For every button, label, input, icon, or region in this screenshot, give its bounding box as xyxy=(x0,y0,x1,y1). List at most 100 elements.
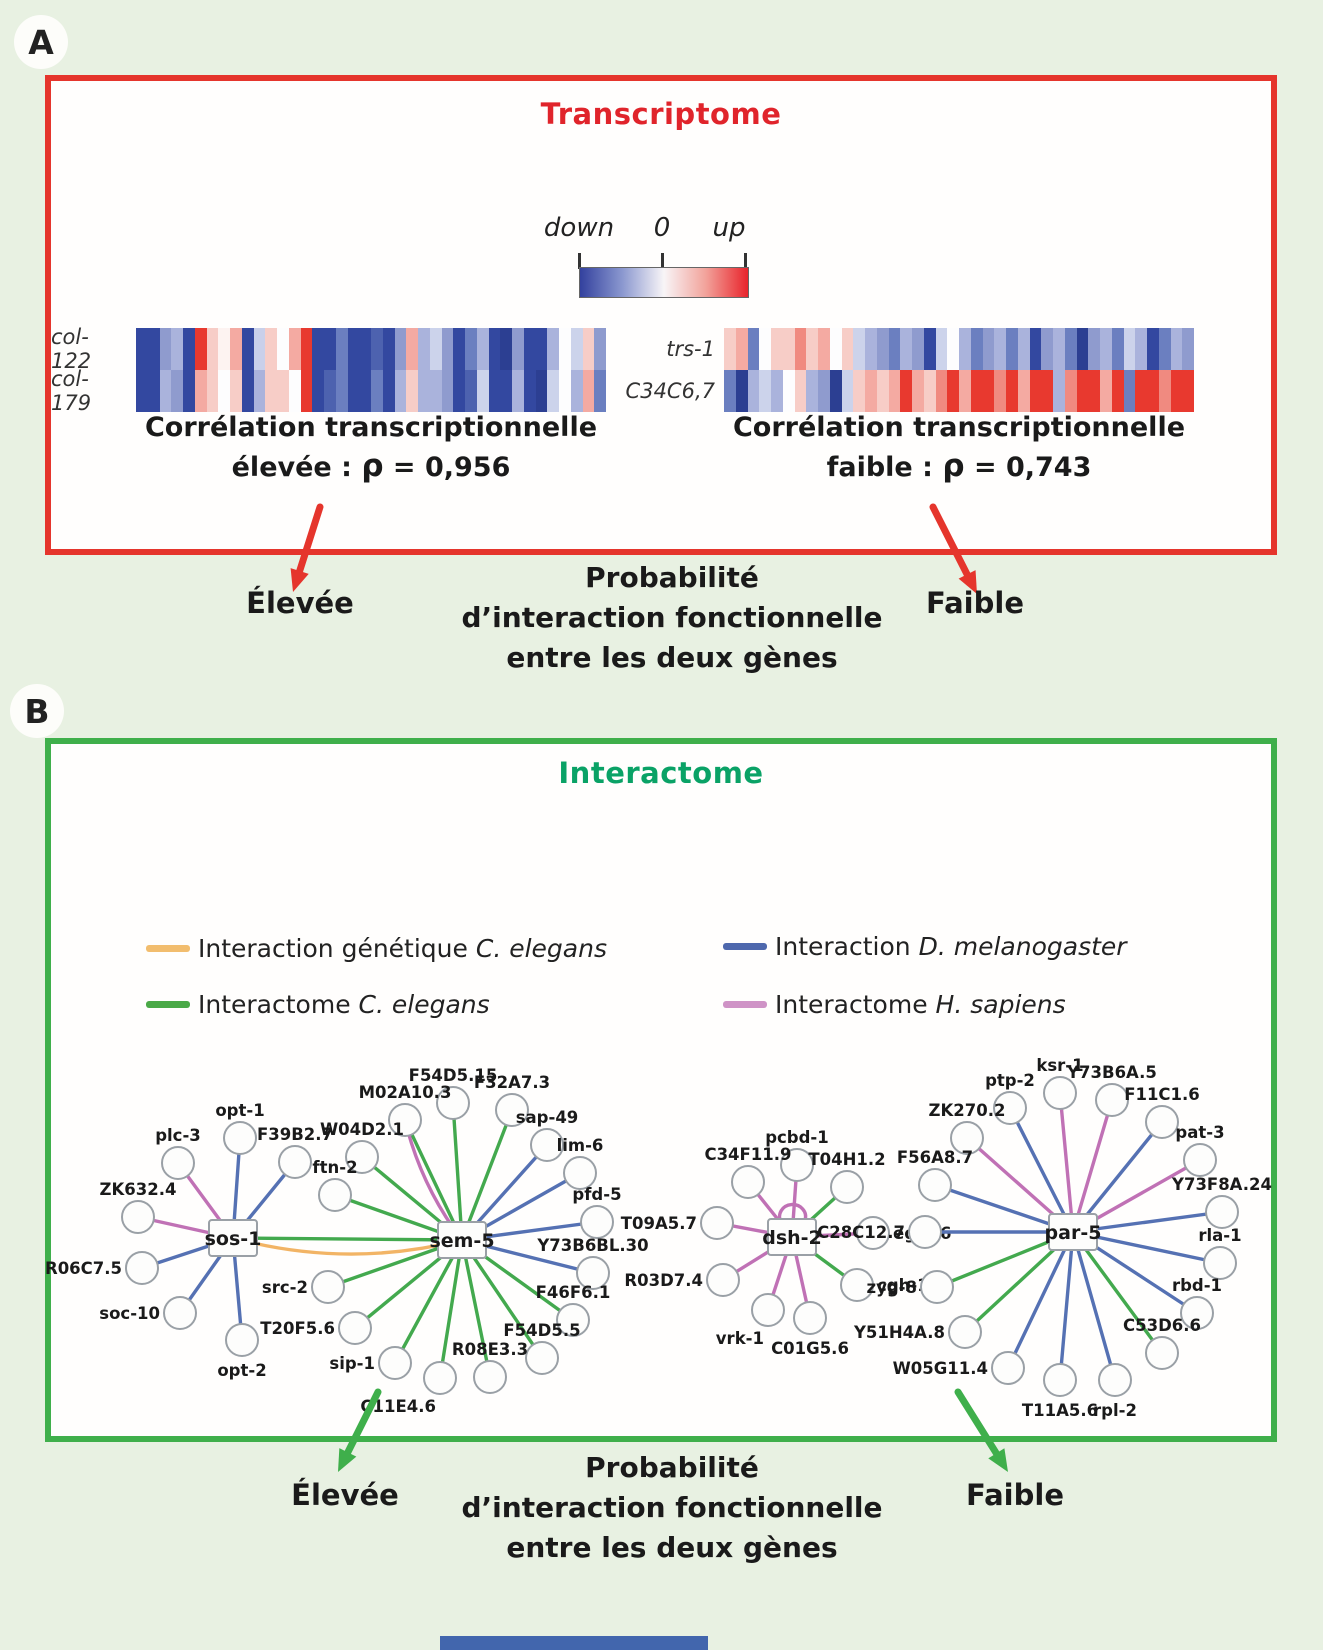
heatmap-cell xyxy=(865,328,877,370)
heatmap-cell xyxy=(724,370,736,412)
heatmap-cell xyxy=(794,370,807,412)
heatmap-cell xyxy=(230,328,242,370)
label-elevee-b: Élevée xyxy=(291,1478,399,1512)
panel-b-interactome: Interactome Interaction génétique C. ele… xyxy=(45,738,1277,1442)
heatmap-cell xyxy=(806,328,818,370)
color-scale: down 0 up xyxy=(544,199,791,301)
heatmap-cell xyxy=(1182,328,1194,370)
heatmap-cell xyxy=(418,370,430,412)
heatmap-cell xyxy=(241,370,254,412)
heatmap-cell xyxy=(253,370,266,412)
heatmap-cell xyxy=(900,328,912,370)
heatmap-cell xyxy=(1017,370,1030,412)
heatmap-cell xyxy=(912,370,924,412)
heatmap-cell xyxy=(218,370,230,412)
heatmap-cell xyxy=(147,370,160,412)
heatmap-cell xyxy=(1147,328,1159,370)
heatmap-cell xyxy=(1029,370,1042,412)
scale-tick-right xyxy=(744,253,747,269)
heatmap-cell xyxy=(923,370,936,412)
heatmap-cell xyxy=(982,370,995,412)
heatmap-cell xyxy=(535,328,548,370)
probability-text-a: Probabilité d’interaction fonctionnelle … xyxy=(412,558,932,678)
scale-label-up: up xyxy=(712,213,746,243)
heatmap-cell xyxy=(218,328,230,370)
heatmap-cell xyxy=(912,328,924,370)
scale-tick-mid xyxy=(661,253,664,269)
caption-correlation-high: Corrélation transcriptionnelle élevée : … xyxy=(91,409,651,487)
heatmap-cell xyxy=(1076,328,1089,370)
heatmap-cell xyxy=(594,370,606,412)
probability-line1: Probabilité xyxy=(585,561,759,594)
heatmap-cell xyxy=(1111,328,1124,370)
heatmap-cell xyxy=(594,328,606,370)
heatmap-cell xyxy=(982,328,995,370)
heatmap-cell xyxy=(759,328,771,370)
heatmap-cell xyxy=(136,328,148,370)
heatmap-cell xyxy=(970,370,983,412)
heatmap-cell xyxy=(994,370,1006,412)
heatmap-row-label: C34C6,7 xyxy=(625,379,715,403)
heatmap-cell xyxy=(300,328,313,370)
heatmap-cell xyxy=(1029,328,1042,370)
label-faible-b: Faible xyxy=(966,1478,1064,1512)
heatmap-cell xyxy=(488,370,501,412)
heatmap-cell xyxy=(841,370,854,412)
legend-interactome-celegans: Interactome C. elegans xyxy=(146,990,490,1019)
heatmap-cell xyxy=(959,328,971,370)
heatmap-cell xyxy=(465,370,477,412)
heatmap-cell xyxy=(523,370,536,412)
probability-line1: Probabilité xyxy=(585,1451,759,1484)
heatmap-cell xyxy=(782,370,795,412)
caption-line1: Corrélation transcriptionnelle xyxy=(732,412,1186,443)
rho-symbol: ρ xyxy=(361,448,384,484)
probability-text-b: Probabilité d’interaction fonctionnelle … xyxy=(412,1448,932,1568)
heatmap-cell xyxy=(1147,370,1159,412)
heatmap-cell xyxy=(1017,328,1030,370)
heatmap-cell xyxy=(570,370,583,412)
heatmap-cell xyxy=(747,328,760,370)
heatmap-strip xyxy=(136,328,606,370)
heatmap-cell xyxy=(288,328,301,370)
heatmap-cell xyxy=(1158,328,1171,370)
legend-swatch-blue xyxy=(723,942,767,950)
heatmap-cell xyxy=(171,328,183,370)
heatmap-cell xyxy=(1088,328,1100,370)
scale-tick-left xyxy=(578,253,581,269)
heatmap-cell xyxy=(159,328,172,370)
heatmap-cell xyxy=(371,328,383,370)
heatmap-cell xyxy=(241,328,254,370)
heatmap-right-labels: trs-1 C34C6,7 xyxy=(625,328,724,412)
heatmap-cell xyxy=(876,328,889,370)
heatmap-cell xyxy=(382,370,395,412)
heatmap-cell xyxy=(735,370,748,412)
heatmap-right: trs-1 C34C6,7 xyxy=(625,328,1194,412)
heatmap-cell xyxy=(935,328,948,370)
heatmap-cell xyxy=(1111,370,1124,412)
heatmap-cell xyxy=(300,370,313,412)
scale-gradient-bar xyxy=(579,267,749,298)
heatmap-cell xyxy=(335,328,348,370)
heatmap-cell xyxy=(324,328,336,370)
heatmap-cell xyxy=(230,370,242,412)
heatmap-cell xyxy=(1088,370,1100,412)
heatmap-cell xyxy=(371,370,383,412)
panel-b-label: B xyxy=(10,684,64,738)
heatmap-cell xyxy=(488,328,501,370)
label-faible-a: Faible xyxy=(926,586,1024,620)
heatmap-cell xyxy=(441,328,454,370)
heatmap-cell xyxy=(1076,370,1089,412)
heatmap-left: col-122 col-179 xyxy=(51,325,606,415)
label-elevee-a: Élevée xyxy=(246,586,354,620)
heatmap-cell xyxy=(253,328,266,370)
scale-label-down: down xyxy=(543,213,615,243)
heatmap-cell xyxy=(523,328,536,370)
heatmap-cell xyxy=(735,328,748,370)
heatmap-cell xyxy=(1158,370,1171,412)
probability-line3: entre les deux gènes xyxy=(506,1531,838,1564)
heatmap-cell xyxy=(406,328,418,370)
heatmap-cell xyxy=(324,370,336,412)
heatmap-cell xyxy=(359,370,371,412)
heatmap-cell xyxy=(453,328,465,370)
